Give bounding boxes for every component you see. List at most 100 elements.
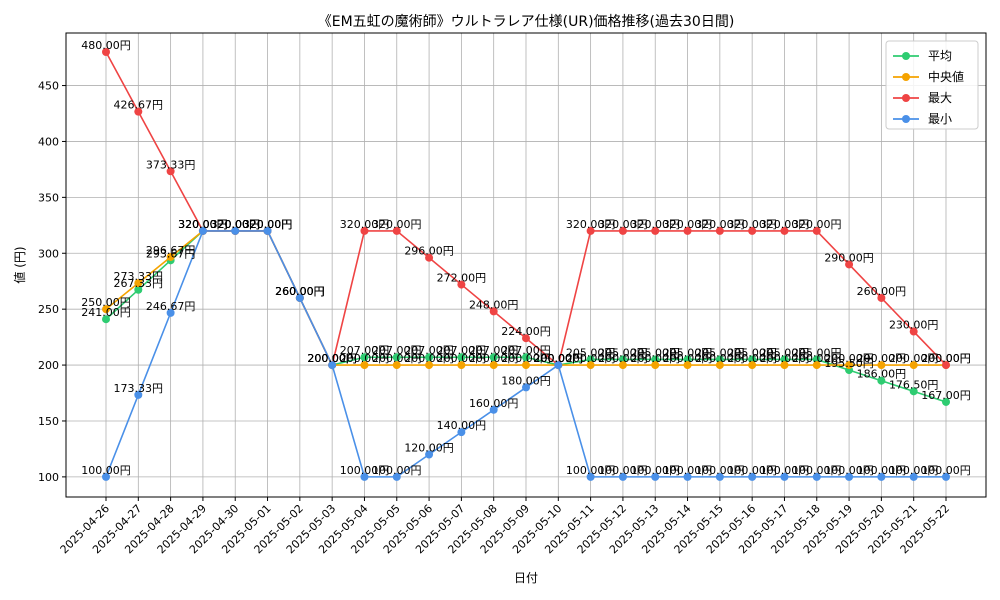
legend-swatch-marker: [902, 94, 910, 102]
data-label-2: 320.00円: [566, 218, 616, 231]
data-point-1: [748, 361, 757, 370]
data-label-2: 248.00円: [469, 298, 519, 311]
data-label-0: 207.00円: [437, 344, 487, 357]
data-label-1: 200.00円: [404, 352, 454, 365]
data-label-0: 205.00円: [630, 346, 680, 359]
data-point-1: [392, 361, 401, 370]
data-point-3: [586, 472, 595, 481]
data-label-2: 426.67円: [114, 99, 164, 112]
data-point-3: [942, 472, 950, 481]
data-label-0: 176.50円: [889, 378, 939, 391]
data-label-3: 100.00円: [792, 464, 842, 477]
legend-label: 最小: [928, 112, 952, 126]
data-label-1: 200.00円: [566, 352, 616, 365]
data-label-3: 100.00円: [81, 464, 131, 477]
legend-label: 平均: [928, 49, 952, 63]
data-label-2: 224.00円: [501, 325, 551, 338]
data-point-3: [360, 472, 369, 481]
data-point-0: [618, 355, 627, 364]
y-tick-label: 300: [38, 247, 59, 260]
data-label-1: 200.00円: [501, 352, 551, 365]
data-point-3: [748, 472, 757, 481]
data-label-0: 320.00円: [210, 218, 260, 231]
data-point-2: [780, 226, 789, 235]
grid-layer: [66, 33, 986, 497]
data-label-0: 200.00円: [534, 352, 584, 365]
data-point-3: [877, 472, 886, 481]
data-point-3: [522, 383, 530, 392]
data-point-2: [457, 280, 466, 289]
data-point-0: [102, 315, 110, 324]
data-point-0: [134, 285, 143, 294]
data-point-0: [425, 353, 434, 362]
data-label-0: 241.00円: [81, 306, 131, 319]
data-point-3: [812, 472, 821, 481]
data-label-0: 320.00円: [243, 218, 293, 231]
data-label-3: 140.00円: [437, 419, 487, 432]
data-label-0: 207.00円: [501, 344, 551, 357]
data-label-1: 200.00円: [598, 352, 648, 365]
data-label-0: 167.00円: [921, 389, 971, 402]
data-point-2: [812, 226, 821, 235]
data-point-0: [457, 353, 466, 362]
data-point-2: [102, 48, 110, 57]
data-label-3: 100.00円: [857, 464, 907, 477]
data-label-0: 205.00円: [695, 346, 745, 359]
data-label-3: 100.00円: [824, 464, 874, 477]
series-layer: [102, 48, 950, 481]
x-axis-label: 日付: [514, 571, 538, 585]
data-point-1: [877, 361, 886, 370]
data-point-2: [942, 361, 950, 370]
legend-label: 最大: [928, 91, 952, 105]
data-point-2: [166, 167, 175, 176]
data-label-1: 200.00円: [663, 352, 713, 365]
data-point-2: [392, 226, 401, 235]
data-label-0: 205.00円: [792, 346, 842, 359]
data-point-0: [715, 355, 724, 364]
data-label-2: 320.00円: [760, 218, 810, 231]
data-point-1: [360, 361, 369, 370]
data-label-3: 100.00円: [598, 464, 648, 477]
data-label-2: 260.00円: [857, 285, 907, 298]
data-point-2: [909, 327, 918, 336]
data-point-2: [489, 307, 498, 316]
data-label-0: 207.00円: [469, 344, 519, 357]
legend-box: [885, 40, 979, 130]
data-point-0: [942, 397, 950, 406]
data-point-3: [328, 361, 337, 370]
data-label-2: 290.00円: [824, 251, 874, 264]
y-axis-label: 値 (円): [12, 246, 27, 283]
y-tick-label: 350: [38, 191, 59, 204]
data-point-2: [522, 334, 530, 343]
data-point-1: [909, 361, 918, 370]
data-label-2: 480.00円: [81, 39, 131, 52]
data-label-3: 100.00円: [372, 464, 422, 477]
legend-swatch-marker: [902, 115, 910, 123]
y-tick-label: 100: [38, 471, 59, 484]
data-label-1: 200.00円: [695, 352, 745, 365]
data-label-1: 200.00円: [534, 352, 584, 365]
data-label-3: 200.00円: [307, 352, 357, 365]
data-label-3: 100.00円: [566, 464, 616, 477]
data-point-1: [134, 279, 143, 288]
data-point-2: [877, 293, 886, 302]
data-label-0: 207.00円: [372, 344, 422, 357]
data-label-0: 207.00円: [340, 344, 390, 357]
data-label-0: 205.00円: [598, 346, 648, 359]
data-label-3: 160.00円: [469, 397, 519, 410]
data-label-2: 320.00円: [727, 218, 777, 231]
data-label-1: 200.00円: [469, 352, 519, 365]
data-point-3: [651, 472, 660, 481]
data-point-0: [586, 355, 595, 364]
data-label-0: 205.00円: [566, 346, 616, 359]
data-label-2: 320.00円: [792, 218, 842, 231]
data-label-2: 320.00円: [372, 218, 422, 231]
data-point-3: [166, 308, 175, 317]
data-label-0: 293.67円: [146, 247, 196, 260]
data-label-3: 100.00円: [663, 464, 713, 477]
data-label-3: 100.00円: [340, 464, 390, 477]
data-point-3: [845, 472, 854, 481]
axis-layer: 2025-04-262025-04-272025-04-282025-04-29…: [38, 80, 952, 557]
